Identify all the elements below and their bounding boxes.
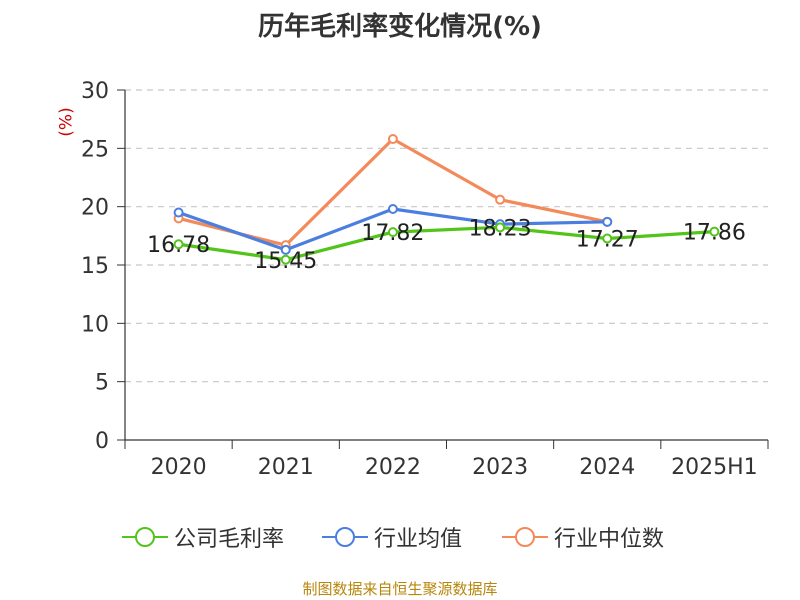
y-tick-label: 5 bbox=[95, 371, 109, 396]
data-point bbox=[280, 254, 291, 265]
x-tick-label: 2022 bbox=[365, 455, 421, 480]
y-tick-label: 20 bbox=[81, 196, 109, 221]
legend-marker-2 bbox=[502, 527, 548, 547]
legend-item-2[interactable]: 行业中位数 bbox=[502, 520, 664, 554]
data-point bbox=[173, 207, 184, 218]
data-label: 18.23 bbox=[469, 216, 532, 241]
y-tick-label: 0 bbox=[95, 429, 109, 454]
legend-label: 行业均值 bbox=[374, 527, 463, 552]
x-tick-label: 2021 bbox=[258, 455, 314, 480]
y-tick-label: 25 bbox=[81, 137, 109, 162]
legend-label: 行业中位数 bbox=[554, 527, 665, 552]
data-label: 16.78 bbox=[147, 233, 210, 258]
x-tick-label: 2025H1 bbox=[671, 455, 758, 480]
legend-label: 公司毛利率 bbox=[174, 527, 285, 552]
series-line bbox=[178, 225, 715, 262]
x-tick-label: 2020 bbox=[151, 455, 207, 480]
data-label: 17.86 bbox=[683, 221, 746, 246]
data-label: 17.27 bbox=[576, 228, 639, 253]
data-point bbox=[495, 194, 506, 205]
line-chart: 0 5 10 15 20 25 30 2020 2021 2022 2023 2024 2025H1 16… bbox=[81, 79, 769, 480]
data-point bbox=[709, 226, 720, 237]
y-tick-label: 30 bbox=[81, 79, 109, 104]
data-point bbox=[173, 239, 184, 250]
legend-item-0[interactable]: 公司毛利率 bbox=[122, 520, 284, 554]
data-point bbox=[602, 216, 613, 227]
data-point bbox=[387, 227, 398, 238]
x-tick-label: 2023 bbox=[472, 455, 528, 480]
legend-marker-1 bbox=[322, 527, 368, 547]
data-point bbox=[602, 233, 613, 244]
data-point bbox=[280, 244, 291, 255]
data-label: 15.45 bbox=[254, 249, 317, 274]
legend-item-1[interactable]: 行业均值 bbox=[322, 520, 462, 554]
y-tick-label: 10 bbox=[81, 312, 109, 337]
data-label: 17.82 bbox=[361, 221, 424, 246]
chart-legend: 公司毛利率 行业均值 行业中位数 bbox=[0, 520, 800, 554]
chart-title: 历年毛利率变化情况(%) bbox=[258, 12, 542, 42]
data-point bbox=[387, 204, 398, 214]
legend-marker-0 bbox=[122, 527, 168, 547]
data-point bbox=[387, 134, 398, 144]
data-source: 制图数据来自恒生聚源数据库 bbox=[302, 580, 498, 598]
x-tick-label: 2024 bbox=[579, 455, 635, 480]
data-point bbox=[495, 222, 506, 233]
y-tick-label: 15 bbox=[81, 254, 109, 279]
